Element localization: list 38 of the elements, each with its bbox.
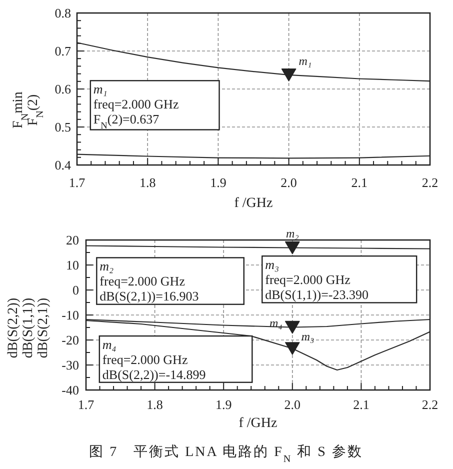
point (285, 320, 300, 334)
y-tick-label: -40 (62, 382, 79, 398)
caption: 图 7 平衡式 LNA 电路的 F$_{N}$ 和 S 参数 (89, 444, 363, 464)
y-tick-label: 0.6 (54, 82, 72, 96)
y-tick-label: 0.8 (54, 6, 71, 20)
annotation: m₁ (298, 54, 312, 68)
x-tick-label: 1.7 (68, 175, 86, 190)
x-axis-title: f /GHz (238, 416, 278, 431)
x-tick-label: 2.2 (422, 397, 438, 412)
y-tick-label: 20 (66, 232, 79, 248)
y-tick-label: -20 (62, 332, 79, 348)
y-axis-title: dB(S(2,2)) dB(S(1,1)) dB(S(2,1)) (6, 298, 51, 358)
x-tick-label: 2.1 (353, 397, 370, 412)
y-tick-label: 0.4 (54, 158, 72, 172)
x-tick-label: 1.8 (139, 175, 156, 190)
x-tick-label: 2.0 (280, 175, 297, 190)
y-tick-label: -10 (62, 308, 79, 322)
x-tick-label: 2.2 (422, 175, 438, 190)
y-tick-label: -30 (62, 358, 79, 372)
x-tick-label: 2.0 (284, 397, 301, 412)
annotation: m₄ (270, 316, 282, 330)
annotation: m₄ freq=2.000 GHz dB(S(2,2))=-14.899 (102, 337, 206, 382)
x-tick-label: 2.1 (351, 175, 368, 190)
x-tick-label: 1.8 (146, 397, 163, 412)
x-axis-title: f /GHz (234, 196, 273, 211)
point (285, 342, 300, 355)
annotation: m₂ freq=2.000 GHz dB(S(2,1))=16.903 (100, 258, 199, 304)
annotation: m₃ freq=2.000 GHz dB(S(1,1))=-23.390 (265, 257, 369, 302)
x-tick-label: 1.9 (210, 175, 226, 190)
y-tick-label: 10 (66, 258, 79, 272)
x-tick-label: 1.9 (215, 397, 232, 412)
x-tick-label: 1.7 (78, 397, 95, 412)
y-tick-label: 0.5 (54, 120, 71, 134)
annotation: m₁ freq=2.000 GHz F$_{N}$(2)=0.637 (93, 82, 179, 132)
point (285, 241, 300, 254)
y-tick-label: 0.7 (54, 44, 72, 58)
y-tick-label: 0 (72, 282, 79, 298)
annotation: m₃ (301, 329, 314, 344)
